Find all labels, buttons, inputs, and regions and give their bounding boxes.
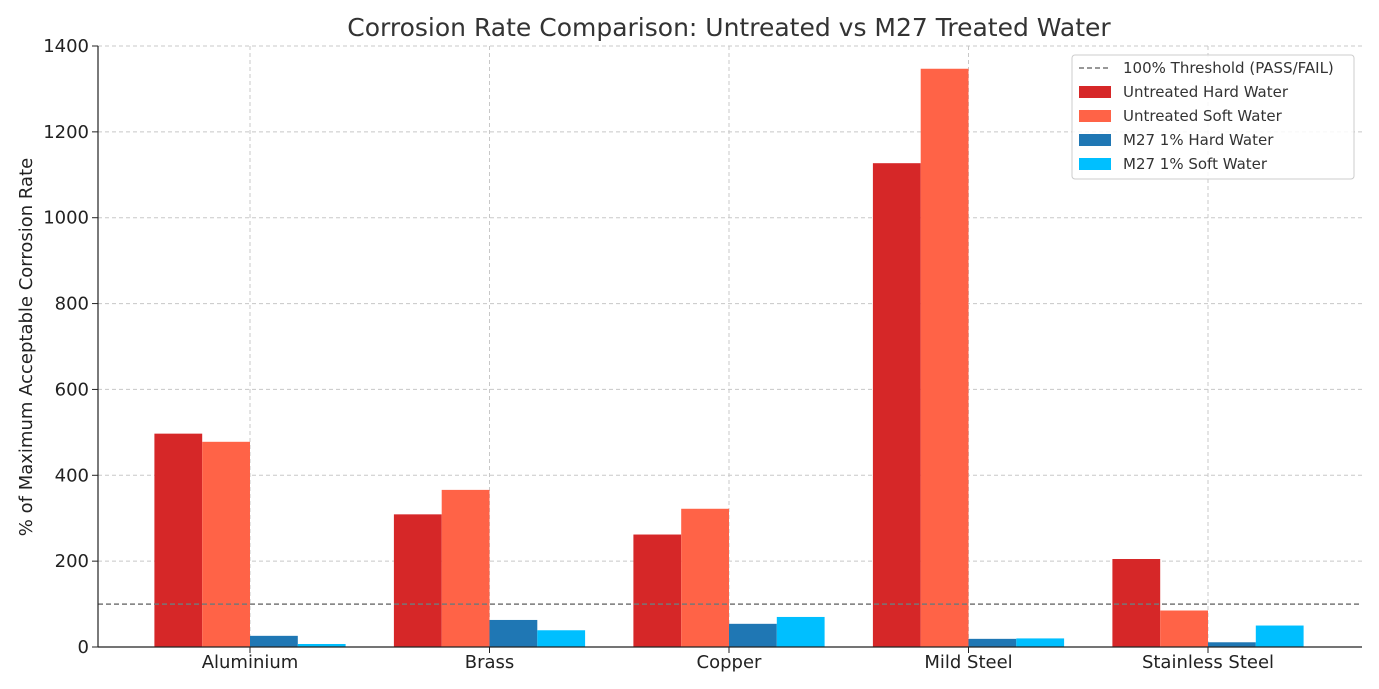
legend: 100% Threshold (PASS/FAIL) Untreated Hard… xyxy=(1071,54,1355,180)
legend-label: Untreated Soft Water xyxy=(1123,107,1283,125)
bar-untreated-soft-water-stainless-steel xyxy=(1160,610,1208,647)
x-tick-label: Brass xyxy=(465,652,515,673)
y-tick-label: 1400 xyxy=(43,36,89,57)
legend-label: Untreated Hard Water xyxy=(1123,83,1289,101)
bar-m27-1-hard-water-mild-steel xyxy=(968,638,1017,647)
bar-untreated-soft-water-brass xyxy=(441,489,490,647)
bar-m27-1-soft-water-aluminium xyxy=(297,643,346,647)
legend-box xyxy=(1071,54,1355,180)
bar-untreated-hard-water-aluminium xyxy=(154,433,203,647)
bar-untreated-hard-water-copper xyxy=(633,534,682,647)
y-tick-label: 600 xyxy=(55,379,89,400)
bar-m27-1-hard-water-aluminium xyxy=(250,635,298,647)
x-tick-label: Aluminium xyxy=(202,652,299,673)
chart-title: Corrosion Rate Comparison: Untreated vs … xyxy=(347,13,1111,42)
y-tick-label: 200 xyxy=(55,551,89,572)
bar-m27-1-soft-water-stainless-steel xyxy=(1255,625,1304,647)
bar-untreated-soft-water-mild-steel xyxy=(920,68,969,648)
bar-m27-1-soft-water-mild-steel xyxy=(1016,638,1065,647)
bar-m27-1-hard-water-copper xyxy=(729,623,777,647)
legend-swatch xyxy=(1079,134,1111,146)
bar-untreated-hard-water-stainless-steel xyxy=(1112,558,1161,647)
bar-untreated-soft-water-aluminium xyxy=(202,441,250,647)
legend-label: M27 1% Hard Water xyxy=(1123,131,1274,149)
bar-m27-1-soft-water-copper xyxy=(776,616,825,647)
x-tick-label: Stainless Steel xyxy=(1142,652,1274,673)
axes-layer: 0 200 400 600 800 1000 1200 1400 Aluminium Brass C… xyxy=(43,36,1362,673)
y-tick-label: 1000 xyxy=(43,208,89,229)
legend-label: M27 1% Soft Water xyxy=(1123,155,1268,173)
legend-threshold-label: 100% Threshold (PASS/FAIL) xyxy=(1123,59,1334,77)
legend-swatch xyxy=(1079,110,1111,122)
legend-swatch xyxy=(1079,158,1111,170)
y-tick-label: 1200 xyxy=(43,122,89,143)
bar-m27-1-hard-water-stainless-steel xyxy=(1208,642,1256,647)
bar-untreated-soft-water-copper xyxy=(681,508,729,647)
bar-untreated-hard-water-mild-steel xyxy=(872,163,921,647)
legend-swatch xyxy=(1079,86,1111,98)
y-tick-label: 0 xyxy=(78,637,89,658)
bar-untreated-hard-water-brass xyxy=(393,514,442,647)
y-tick-label: 400 xyxy=(55,465,89,486)
bar-m27-1-soft-water-brass xyxy=(537,630,586,647)
y-tick-label: 800 xyxy=(55,294,89,315)
x-tick-label: Mild Steel xyxy=(924,652,1012,673)
y-axis-label: % of Maximum Acceptable Corrosion Rate xyxy=(16,158,37,536)
x-tick-label: Copper xyxy=(697,652,763,673)
bars-layer xyxy=(154,68,1304,648)
bar-m27-1-hard-water-brass xyxy=(489,619,538,647)
